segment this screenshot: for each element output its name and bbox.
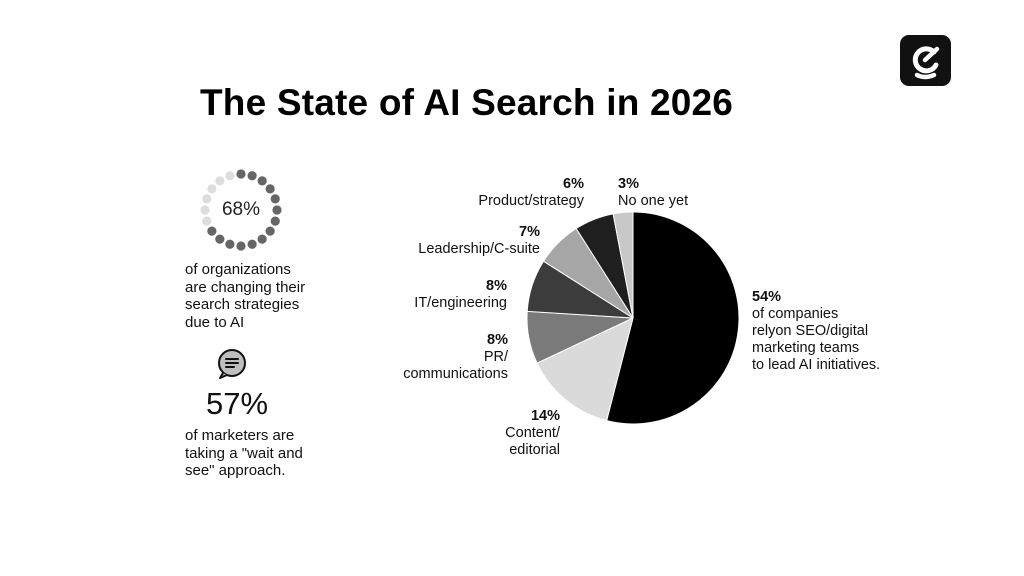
ring-dot (236, 169, 246, 179)
ring-dot (265, 226, 275, 236)
chat-stat-line: of marketers are (185, 427, 295, 444)
pie-slice-caption: Leadership/C-suite (418, 241, 540, 257)
pie-slice-percent: 54% (752, 289, 782, 305)
pie-slice-label: 54% of companies relyon SEO/digital marketi… (752, 289, 880, 374)
pie-slice-label: 8% PR/communications (403, 332, 508, 383)
ring-dot (265, 184, 275, 194)
ring-dot (257, 234, 267, 244)
pie-slice-label: 6% Product/strategy (478, 176, 584, 210)
page-title: The State of AI Search in 2026 (200, 82, 734, 123)
chat-stat-line: taking a "wait and (185, 444, 303, 462)
pie-slice-caption: communications (403, 366, 508, 382)
ring-stat-line: due to AI (185, 313, 245, 331)
ring-dot (225, 239, 235, 249)
ring-dot (247, 171, 257, 181)
pie-slice-label: 7% Leadership/C-suite (418, 224, 540, 258)
pie-slice-caption: editorial (509, 442, 560, 458)
chat-stat-description: of marketers are taking a "wait and see"… (185, 427, 355, 480)
brand-logo (900, 35, 951, 86)
ring-dot (247, 239, 257, 249)
pie-slice (536, 317, 634, 422)
pie-slice-caption: No one yet (618, 193, 689, 209)
pie-slice-caption: Product/strategy (478, 193, 584, 209)
pie-slice-percent: 6% (563, 176, 584, 192)
ring-stat-line: of organizations (185, 261, 291, 278)
pie-slice-percent: 3% (618, 176, 639, 192)
dot-ring-indicator (200, 169, 282, 251)
ring-stat-description: of organizations are changing their sear… (185, 261, 355, 331)
ring-dot (215, 176, 225, 186)
pie-slice (606, 211, 740, 425)
ring-dot (207, 184, 217, 194)
chat-stat-line: see" approach. (185, 462, 286, 479)
pie-slice-percent: 8% (487, 332, 508, 348)
ring-stat-line: search strategies (185, 296, 300, 313)
pie-slice-caption: Content/ (505, 425, 560, 441)
pie-slice-caption: relyon SEO/digital (752, 323, 869, 339)
pie-slice-caption: PR/ (483, 349, 508, 365)
pie-slice-percent: 8% (486, 278, 507, 294)
ring-dot (270, 216, 280, 226)
pie-slice (612, 211, 634, 319)
chat-bubble-icon (218, 349, 246, 379)
ring-dot (215, 234, 225, 244)
ring-dot (257, 176, 267, 186)
pie-slice-caption: to lead AI initiatives. (752, 357, 881, 373)
ring-dot (236, 241, 246, 251)
ring-dot (225, 171, 235, 181)
pie-slice-caption: marketing teams (752, 340, 860, 356)
ring-dot (200, 205, 210, 215)
ring-stat-line: are changing their (185, 278, 306, 296)
pie-slice-label: 14% Content/editorial (505, 408, 560, 459)
ring-dot (272, 205, 282, 215)
pie-slice-percent: 7% (519, 224, 540, 240)
pie-slice-label: 8% IT/engineering (414, 278, 507, 312)
ring-dot (202, 216, 212, 226)
pie-slice-caption: of companies (752, 306, 839, 322)
pie-slice-label: 3% No one yet (618, 176, 688, 210)
pie-slice-percent: 14% (530, 408, 560, 424)
ring-dot (207, 226, 217, 236)
ring-dot (202, 194, 212, 204)
ring-dot (270, 194, 280, 204)
pie-slice-caption: IT/engineering (414, 295, 507, 311)
chat-stat-value: 57% (206, 386, 269, 421)
ring-stat-value: 68% (221, 199, 261, 220)
